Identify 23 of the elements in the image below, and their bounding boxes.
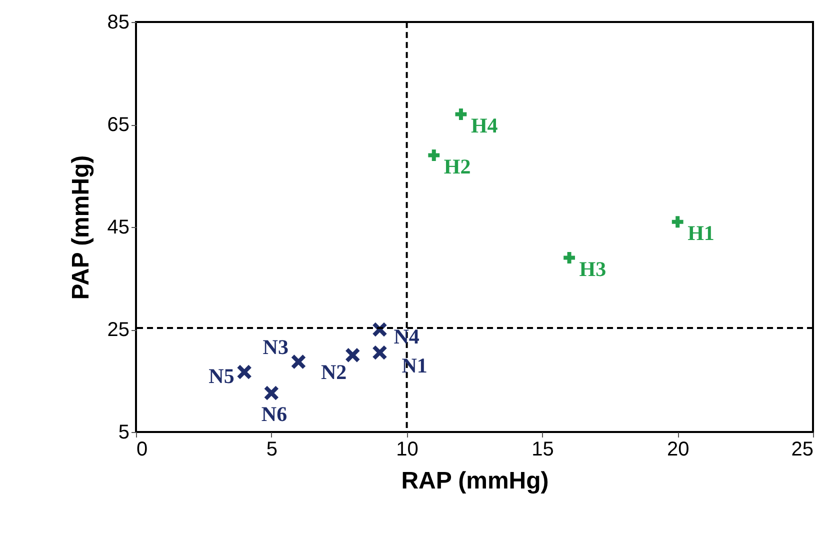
annotation: N3 — [262, 334, 288, 359]
x-tick-label: 20 — [666, 438, 690, 460]
annotation: H3 — [579, 256, 606, 281]
y-tick-label: 25 — [107, 319, 130, 341]
annotation: N2 — [320, 360, 347, 384]
y-tick-label: 45 — [107, 216, 130, 238]
y-tick-label: 85 — [107, 12, 130, 34]
annotation: H4 — [470, 113, 498, 138]
x-axis-title: RAP (mmHg) — [401, 468, 549, 494]
y-axis-title: PAP (mmHg) — [67, 155, 94, 300]
x-tick-label: 5 — [266, 438, 278, 460]
annotation: H1 — [688, 220, 714, 245]
x-tick-label: 0 — [136, 438, 148, 460]
annotation: H2 — [444, 154, 471, 178]
annotation: N1 — [402, 354, 428, 378]
x-tick-label: 15 — [532, 438, 554, 460]
y-tick-label: 65 — [107, 114, 130, 136]
annotation: N5 — [208, 364, 234, 388]
x-tick-label: 25 — [791, 438, 814, 460]
x-tick-label: 10 — [396, 438, 418, 460]
y-tick-label: 5 — [118, 422, 130, 444]
annotation: N6 — [261, 402, 288, 426]
annotation: N4 — [394, 324, 420, 348]
